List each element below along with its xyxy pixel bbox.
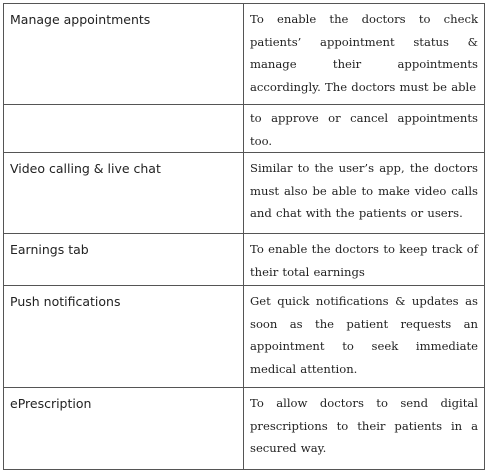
- feature-cell: Earnings tab: [3, 233, 244, 286]
- feature-name: Manage appointments: [10, 12, 151, 27]
- feature-description: To allow doctors to send digital prescri…: [250, 396, 478, 455]
- feature-name: Earnings tab: [10, 242, 89, 257]
- table-row: Push notifications Get quick notificatio…: [3, 285, 485, 388]
- feature-name: Video calling & live chat: [10, 161, 161, 176]
- description-cell: Get quick notifications & updates as soo…: [243, 285, 485, 388]
- table-row: Earnings tab To enable the doctors to ke…: [3, 233, 485, 286]
- feature-name: ePrescription: [10, 396, 92, 411]
- table-row: Manage appointments To enable the doctor…: [3, 3, 485, 105]
- description-cell: To allow doctors to send digital prescri…: [243, 387, 485, 470]
- description-cell: Similar to the user’s app, the doctors m…: [243, 152, 485, 234]
- feature-name: [4, 105, 243, 112]
- description-cell: to approve or cancel appointments too.: [243, 104, 485, 153]
- table-row: Video calling & live chat Similar to the…: [3, 152, 485, 234]
- feature-description: to approve or cancel appointments too.: [250, 111, 478, 148]
- feature-description: To enable the doctors to check patients’…: [250, 12, 478, 94]
- feature-cell: ePrescription: [3, 387, 244, 470]
- feature-name: Push notifications: [10, 294, 121, 309]
- table-row: to approve or cancel appointments too.: [3, 104, 485, 153]
- feature-cell: Manage appointments: [3, 3, 244, 105]
- feature-cell: [3, 104, 244, 153]
- feature-description: To enable the doctors to keep track of t…: [250, 242, 478, 279]
- description-cell: To enable the doctors to keep track of t…: [243, 233, 485, 286]
- feature-cell: Push notifications: [3, 285, 244, 388]
- feature-description: Similar to the user’s app, the doctors m…: [250, 161, 478, 220]
- feature-description: Get quick notifications & updates as soo…: [250, 294, 478, 376]
- feature-cell: Video calling & live chat: [3, 152, 244, 234]
- description-cell: To enable the doctors to check patients’…: [243, 3, 485, 105]
- table-row: ePrescription To allow doctors to send d…: [3, 387, 485, 470]
- features-table: Manage appointments To enable the doctor…: [3, 3, 485, 470]
